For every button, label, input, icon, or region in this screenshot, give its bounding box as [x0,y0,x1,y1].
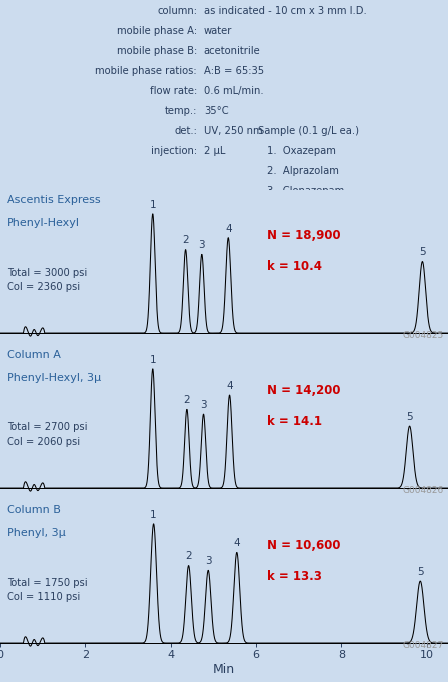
Text: Column B: Column B [7,505,60,515]
Text: 35°C: 35°C [204,106,228,116]
Text: 2: 2 [184,395,190,405]
Text: 3: 3 [205,557,211,566]
Text: 2: 2 [182,235,189,246]
Text: 2: 2 [185,552,192,561]
Text: 1.  Oxazepam: 1. Oxazepam [267,146,336,155]
Text: 5: 5 [406,412,413,422]
Text: N = 18,900: N = 18,900 [267,228,340,241]
Text: 0.6 mL/min.: 0.6 mL/min. [204,86,263,95]
Text: temp.:: temp.: [165,106,197,116]
Text: Total = 2700 psi
Col = 2060 psi: Total = 2700 psi Col = 2060 psi [7,423,87,447]
Text: 4: 4 [225,224,232,233]
Text: water: water [204,26,232,35]
Text: G004826: G004826 [402,486,444,495]
Text: UV, 250 nm: UV, 250 nm [204,125,263,136]
Text: Ascentis Express: Ascentis Express [7,194,100,205]
Text: 1: 1 [150,509,157,520]
Text: acetonitrile: acetonitrile [204,46,261,56]
Text: 5.  Diazepam: 5. Diazepam [267,226,332,236]
Text: injection:: injection: [151,146,197,155]
Text: 5: 5 [419,248,426,257]
Text: 1: 1 [150,200,156,209]
Text: 5: 5 [417,567,423,577]
Text: mobile phase ratios:: mobile phase ratios: [95,65,197,76]
Text: 2.  Alprazolam: 2. Alprazolam [267,166,338,176]
Text: Total = 1750 psi
Col = 1110 psi: Total = 1750 psi Col = 1110 psi [7,578,87,602]
Text: 4.  N-desmethyldiazepam: 4. N-desmethyldiazepam [267,206,395,216]
Text: 2 μL: 2 μL [204,146,225,155]
Text: 4: 4 [226,381,233,391]
Text: 1: 1 [150,355,156,365]
Text: N = 10,600: N = 10,600 [267,539,340,552]
Text: A:B = 65:35: A:B = 65:35 [204,65,264,76]
Text: 3.  Clonazepam: 3. Clonazepam [267,186,344,196]
Text: k = 13.3: k = 13.3 [267,569,321,582]
Text: 4: 4 [233,538,240,548]
Text: k = 14.1: k = 14.1 [267,415,322,428]
Text: det.:: det.: [174,125,197,136]
Text: flow rate:: flow rate: [150,86,197,95]
Text: G004827: G004827 [402,641,444,651]
Text: 3: 3 [200,400,207,410]
Text: Phenyl-Hexyl, 3μ: Phenyl-Hexyl, 3μ [7,373,101,383]
Text: Phenyl-Hexyl: Phenyl-Hexyl [7,218,80,228]
Text: N = 14,200: N = 14,200 [267,384,340,397]
Text: Sample (0.1 g/L ea.): Sample (0.1 g/L ea.) [258,125,358,136]
Text: Total = 3000 psi
Col = 2360 psi: Total = 3000 psi Col = 2360 psi [7,267,87,293]
Text: G004825: G004825 [402,331,444,340]
Text: mobile phase B:: mobile phase B: [117,46,197,56]
Text: Phenyl, 3μ: Phenyl, 3μ [7,528,65,538]
Text: k = 10.4: k = 10.4 [267,260,322,273]
Text: Column A: Column A [7,350,60,359]
Text: as indicated - 10 cm x 3 mm I.D.: as indicated - 10 cm x 3 mm I.D. [204,5,366,16]
Text: column:: column: [157,5,197,16]
Text: mobile phase A:: mobile phase A: [117,26,197,35]
X-axis label: Min: Min [213,663,235,676]
Text: 3: 3 [198,240,205,250]
